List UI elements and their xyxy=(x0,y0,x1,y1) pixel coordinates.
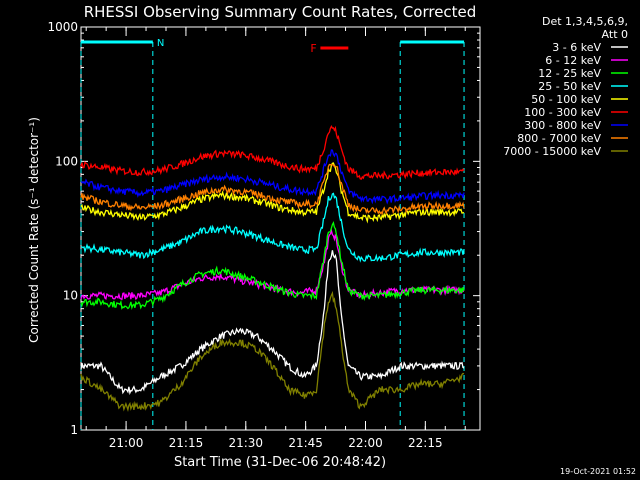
series-line xyxy=(80,250,465,396)
plot-area: 1 10 100 1000 21:00 21:15 21:30 21:45 22:00 22:15… xyxy=(47,20,481,450)
legend-header-2: Att 0 xyxy=(602,28,628,41)
night-label: N xyxy=(157,38,164,49)
legend-label: 3 - 6 keV xyxy=(552,41,601,54)
series-line xyxy=(80,125,465,180)
legend-label: 100 - 300 keV xyxy=(524,106,601,119)
series-line xyxy=(80,149,465,205)
y-tick-label: 1000 xyxy=(47,20,78,34)
flare-label: F xyxy=(310,42,316,55)
x-tick-label: 22:00 xyxy=(348,436,383,450)
series-line xyxy=(80,162,465,224)
x-tick-label: 22:15 xyxy=(408,436,443,450)
legend-label: 6 - 12 keV xyxy=(545,54,601,67)
y-tick-label: 10 xyxy=(63,289,78,303)
x-tick-label: 21:00 xyxy=(109,436,144,450)
plot-frame xyxy=(80,26,481,431)
series-line xyxy=(80,220,465,311)
x-tick-label: 21:30 xyxy=(228,436,263,450)
legend-label: 800 - 7000 keV xyxy=(517,132,601,145)
x-tick-label: 21:45 xyxy=(288,436,323,450)
y-axis-label: Corrected Count Rate (s⁻¹ detector⁻¹) xyxy=(27,117,41,343)
legend-label: 25 - 50 keV xyxy=(538,80,601,93)
series-line xyxy=(80,192,465,263)
x-tick-label: 21:15 xyxy=(169,436,204,450)
x-axis-label: Start Time (31-Dec-06 20:48:42) xyxy=(174,455,386,470)
legend-label: 7000 - 15000 keV xyxy=(503,145,601,158)
y-tick-label: 100 xyxy=(55,154,78,168)
series-line xyxy=(80,163,465,216)
timestamp: 19-Oct-2021 01:52 xyxy=(560,467,636,476)
series-line xyxy=(80,228,465,301)
legend-header-1: Det 1,3,4,5,6,9, xyxy=(542,15,628,28)
legend-label: 50 - 100 keV xyxy=(531,93,601,106)
y-tick-label: 1 xyxy=(70,423,78,437)
legend-label: 300 - 800 keV xyxy=(524,119,601,132)
chart-title: RHESSI Observing Summary Count Rates, Co… xyxy=(84,3,477,21)
legend-label: 12 - 25 keV xyxy=(538,67,601,80)
series-line xyxy=(80,290,465,413)
